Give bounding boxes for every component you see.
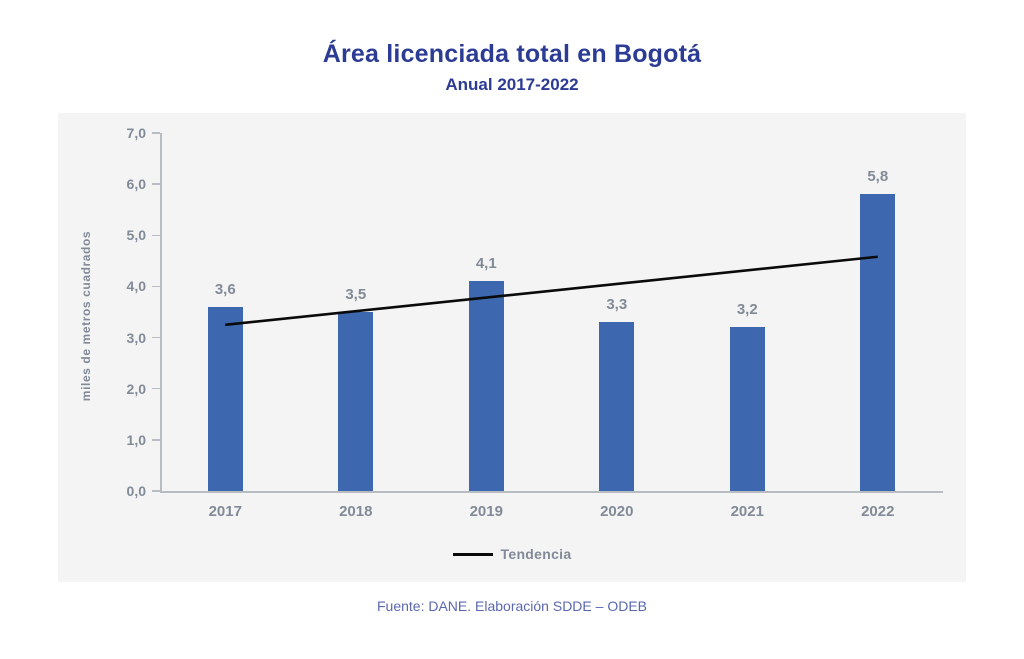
chart-subtitle: Anual 2017-2022 xyxy=(445,75,579,94)
y-tick-mark xyxy=(152,336,160,339)
y-axis-title: miles de metros cuadrados xyxy=(79,230,93,402)
plot-panel: miles de metros cuadrados 0,0 1,0 2,0 3,0 4,… xyxy=(58,113,966,582)
x-tick-label: 2019 xyxy=(469,503,503,520)
y-tick-mark xyxy=(152,183,160,185)
y-axis-line xyxy=(160,133,162,491)
y-tick-mark xyxy=(152,234,160,237)
x-axis-line xyxy=(160,491,943,493)
bar-value-label: 5,8 xyxy=(867,168,889,186)
bar-2018 xyxy=(338,312,374,491)
y-tick-mark xyxy=(152,439,160,441)
bar-value-label: 4,1 xyxy=(475,255,497,273)
bar-2020 xyxy=(599,322,635,491)
bar-value-label: 3,2 xyxy=(736,301,758,319)
x-tick-label: 2022 xyxy=(861,503,895,520)
y-tick-mark xyxy=(152,387,160,390)
trend-legend-label: Tendencia xyxy=(500,546,572,562)
source-note: Fuente: DANE. Elaboración SDDE – ODEB xyxy=(376,598,647,614)
x-tick-label: 2017 xyxy=(208,503,242,520)
y-tick-mark xyxy=(152,490,160,492)
x-tick-label: 2020 xyxy=(600,503,634,520)
legend: Tendencia xyxy=(58,544,966,564)
y-tick-label: 2,0 xyxy=(126,380,146,397)
y-tick-label: 6,0 xyxy=(126,176,146,193)
x-tick-label: 2018 xyxy=(339,503,373,520)
trend-legend-swatch xyxy=(452,552,493,556)
y-tick-label: 0,0 xyxy=(126,483,146,499)
chart-title: Área licenciada total en Bogotá xyxy=(322,40,702,68)
bar-2021 xyxy=(729,327,765,491)
bar-2022 xyxy=(860,194,896,491)
y-tick-mark xyxy=(152,285,160,288)
bar-value-label: 3,5 xyxy=(345,286,367,303)
y-tick-label: 5,0 xyxy=(126,227,146,244)
y-tick-label: 1,0 xyxy=(126,431,146,448)
bar-2019 xyxy=(468,281,504,491)
y-tick-mark xyxy=(152,132,160,134)
bar-value-label: 3,6 xyxy=(214,280,236,298)
y-tick-label: 3,0 xyxy=(126,329,146,346)
bar-value-label: 3,3 xyxy=(606,296,628,314)
bar-2017 xyxy=(207,306,243,491)
x-tick-label: 2021 xyxy=(730,503,764,520)
y-tick-label: 7,0 xyxy=(126,125,146,141)
y-tick-label: 4,0 xyxy=(126,278,146,295)
